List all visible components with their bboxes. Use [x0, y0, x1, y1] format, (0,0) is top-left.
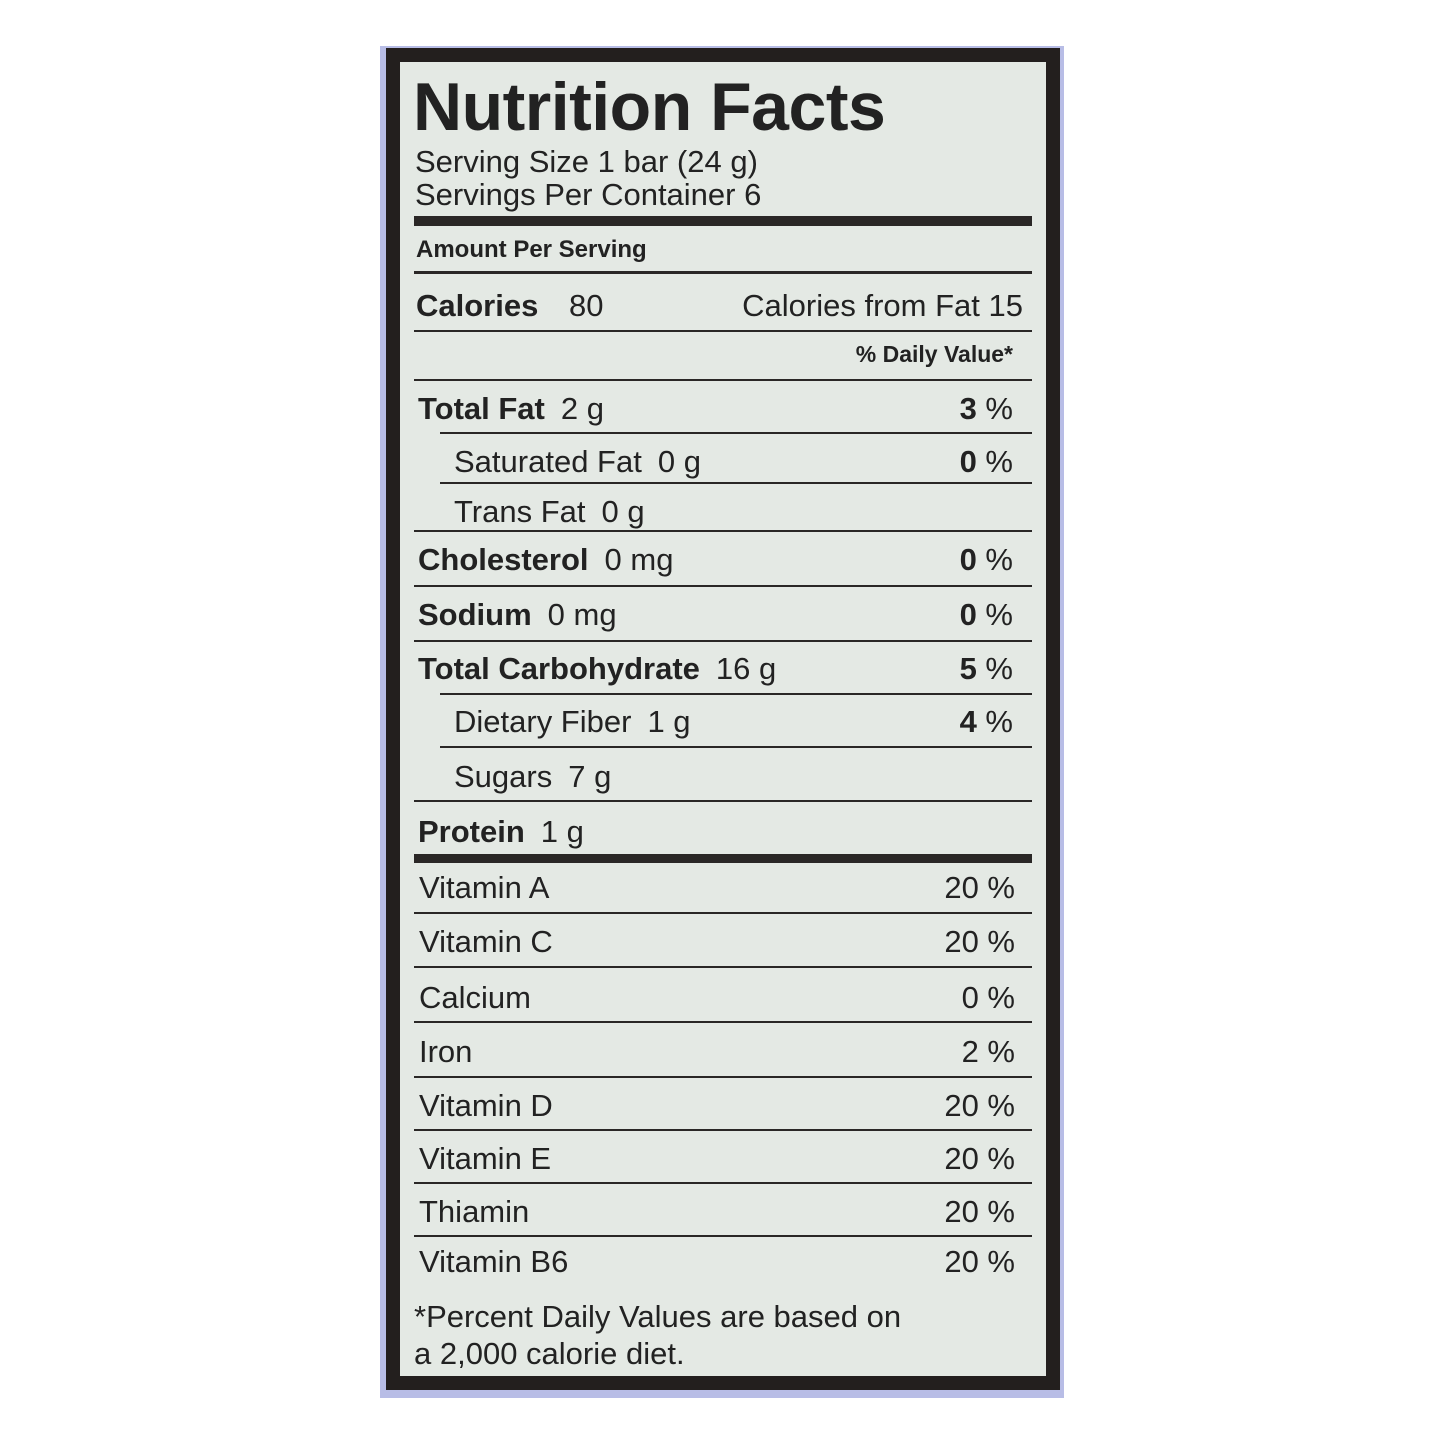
vitamin-name: Calcium	[419, 980, 531, 1015]
divider	[414, 854, 1032, 863]
divider	[414, 800, 1032, 802]
nutrient-amount: 0 mg	[604, 542, 674, 577]
divider	[414, 530, 1032, 532]
divider	[414, 912, 1032, 914]
nutrient-name: Sodium	[418, 597, 532, 632]
nutrient-daily-value: 5 %	[959, 651, 1013, 686]
divider	[440, 746, 1032, 748]
calories-label: Calories	[416, 288, 539, 323]
nutrient-amount: 0 g	[657, 444, 701, 479]
vitamin-name: Vitamin A	[419, 870, 550, 905]
nutrient-name: Cholesterol	[418, 542, 589, 577]
nutrient-name: Dietary Fiber	[454, 704, 632, 739]
nutrient-daily-value: 0 %	[959, 597, 1013, 632]
calories-value: 80	[569, 288, 604, 323]
divider	[414, 1021, 1032, 1023]
vitamin-name: Vitamin B6	[419, 1244, 569, 1279]
nutrient-name: Total Carbohydrate	[418, 651, 700, 686]
nutrient-name: Protein	[418, 814, 525, 849]
daily-value-header: % Daily Value*	[855, 341, 1013, 367]
nutrient-amount: 7 g	[568, 759, 612, 794]
divider	[414, 966, 1032, 968]
divider	[414, 379, 1032, 381]
vitamin-name: Vitamin E	[419, 1141, 552, 1176]
label-title: Nutrition Facts	[413, 69, 886, 145]
vitamin-daily-value: 20 %	[944, 1194, 1015, 1229]
nutrient-name: Trans Fat	[454, 494, 586, 529]
amount-per-serving: Amount Per Serving	[416, 236, 647, 263]
nutrient-amount: 0 g	[601, 494, 645, 529]
vitamin-daily-value: 20 %	[944, 924, 1015, 959]
vitamin-daily-value: 20 %	[944, 1244, 1015, 1279]
nutrient-amount: 1 g	[540, 814, 584, 849]
vitamin-name: Iron	[419, 1034, 473, 1069]
divider	[414, 640, 1032, 642]
nutrient-amount: 16 g	[715, 651, 777, 686]
nutrient-name: Sugars	[454, 759, 553, 794]
nutrient-amount: 2 g	[560, 391, 604, 426]
nutrient-daily-value: 0 %	[959, 542, 1013, 577]
divider	[414, 271, 1032, 274]
nutrient-daily-value: 3 %	[959, 391, 1013, 426]
divider	[414, 330, 1032, 332]
divider	[440, 432, 1032, 434]
vitamin-daily-value: 20 %	[944, 870, 1015, 905]
vitamin-daily-value: 20 %	[944, 1141, 1015, 1176]
nutrient-name: Total Fat	[418, 391, 545, 426]
footnote-line-1: *Percent Daily Values are based on	[414, 1299, 902, 1334]
vitamin-name: Thiamin	[419, 1194, 530, 1229]
serving-size: Serving Size 1 bar (24 g)	[415, 144, 758, 179]
vitamin-daily-value: 0 %	[961, 980, 1015, 1015]
nutrient-amount: 0 mg	[547, 597, 617, 632]
nutrient-amount: 1 g	[647, 704, 691, 739]
divider	[414, 1076, 1032, 1078]
footnote-line-2: a 2,000 calorie diet.	[414, 1336, 685, 1371]
nutrient-daily-value: 4 %	[959, 704, 1013, 739]
nutrient-name: Saturated Fat	[454, 444, 642, 479]
divider	[414, 1182, 1032, 1184]
divider	[414, 1235, 1032, 1237]
vitamin-daily-value: 2 %	[961, 1034, 1015, 1069]
vitamin-name: Vitamin C	[419, 924, 553, 959]
nutrient-daily-value: 0 %	[959, 444, 1013, 479]
divider	[414, 1129, 1032, 1131]
calories-from-fat: Calories from Fat 15	[742, 288, 1023, 323]
vitamin-name: Vitamin D	[419, 1088, 553, 1123]
divider	[440, 482, 1032, 484]
divider	[414, 585, 1032, 587]
servings-per-container: Servings Per Container 6	[415, 177, 762, 212]
vitamin-daily-value: 20 %	[944, 1088, 1015, 1123]
divider	[440, 693, 1032, 695]
thick-divider	[414, 216, 1032, 226]
